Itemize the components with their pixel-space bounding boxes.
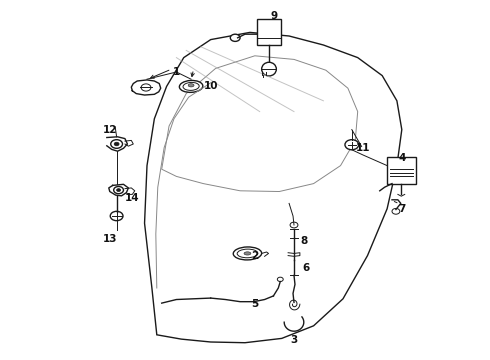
Text: 3: 3 <box>291 335 297 345</box>
Ellipse shape <box>244 252 251 255</box>
Ellipse shape <box>233 247 262 260</box>
Text: 14: 14 <box>125 193 140 203</box>
Text: 12: 12 <box>103 125 118 135</box>
Text: 2: 2 <box>251 251 258 261</box>
Text: 7: 7 <box>398 204 406 214</box>
Circle shape <box>114 142 119 146</box>
Circle shape <box>111 140 122 148</box>
Text: 1: 1 <box>173 67 180 77</box>
Circle shape <box>141 84 151 91</box>
Text: 13: 13 <box>103 234 118 244</box>
Circle shape <box>345 140 359 150</box>
Circle shape <box>114 186 123 194</box>
Ellipse shape <box>188 84 194 87</box>
FancyBboxPatch shape <box>387 157 416 184</box>
Circle shape <box>277 277 283 282</box>
Text: 5: 5 <box>251 299 258 309</box>
Circle shape <box>290 222 298 228</box>
Text: 10: 10 <box>203 81 218 91</box>
Text: 8: 8 <box>300 236 307 246</box>
Text: 6: 6 <box>303 263 310 273</box>
Ellipse shape <box>179 80 203 93</box>
Text: 9: 9 <box>271 11 278 21</box>
FancyBboxPatch shape <box>257 19 281 45</box>
Circle shape <box>230 34 240 41</box>
Circle shape <box>117 189 121 192</box>
Text: 11: 11 <box>355 143 370 153</box>
Circle shape <box>392 208 400 214</box>
Circle shape <box>110 211 123 221</box>
Text: 4: 4 <box>398 153 406 163</box>
